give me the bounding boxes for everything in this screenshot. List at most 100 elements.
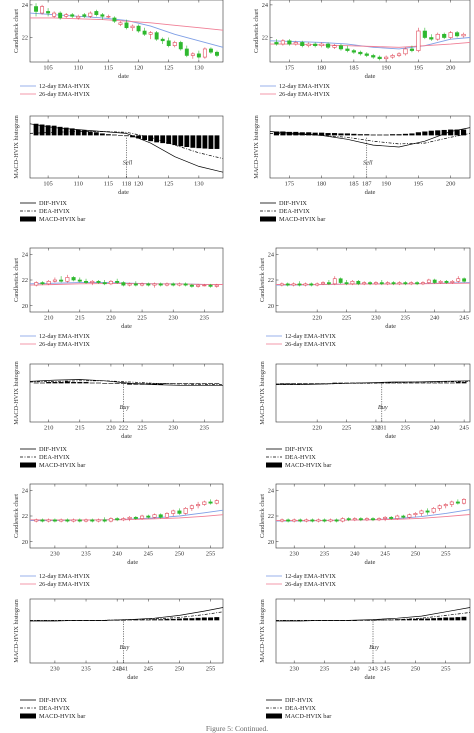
legend-dea-label: DEA-HVIX xyxy=(285,705,316,712)
macd-bar xyxy=(426,382,432,384)
macd-bar xyxy=(280,131,286,136)
candle-body xyxy=(76,16,81,19)
macd-bar xyxy=(438,382,443,384)
macd-bar xyxy=(89,382,95,384)
candle-body xyxy=(285,283,290,286)
candlestick-xtick-label: 240 xyxy=(112,551,121,558)
candle-body xyxy=(100,14,105,17)
ema26-line xyxy=(270,41,471,48)
candle-body xyxy=(450,280,455,283)
macd-bar xyxy=(291,383,296,384)
macd-bar xyxy=(312,132,318,136)
macd-bar xyxy=(145,619,151,621)
candle-body xyxy=(90,280,95,283)
legend-ema12-label: 12-day EMA-HVIX xyxy=(39,573,90,580)
legend-ema26-label: 26-day EMA-HVIX xyxy=(39,341,90,348)
candle-body xyxy=(82,14,87,17)
candle-body xyxy=(154,32,159,40)
candle-body xyxy=(202,501,207,505)
candlestick-xtick-label: 245 xyxy=(459,315,468,322)
candle-body xyxy=(345,48,350,51)
macd-xtick-label: 125 xyxy=(164,181,173,188)
dea-line xyxy=(269,133,471,145)
candle-body xyxy=(384,56,389,60)
candle-body xyxy=(462,278,467,282)
macd-bar xyxy=(402,382,408,384)
candle-body xyxy=(208,48,213,53)
macd-xtick-label: 200 xyxy=(446,181,455,188)
macd-xtick-label: 240 xyxy=(112,666,121,673)
macd-histogram-middle-left: MACD-HVIX histogram Buy 210 215 220 222 225 230… xyxy=(13,361,224,469)
candle-body xyxy=(136,25,141,32)
macd-bar xyxy=(297,620,303,621)
macd-bar xyxy=(406,618,412,621)
macd-bar xyxy=(441,129,447,136)
candle-body xyxy=(115,518,120,521)
signal-label: Sell xyxy=(363,159,373,166)
macd-bar xyxy=(152,619,158,621)
ytick-label: 22 xyxy=(268,513,274,520)
candle-body xyxy=(77,519,82,522)
candle-body xyxy=(133,283,138,286)
candle-body xyxy=(461,33,466,37)
candlestick-xtick-label: 225 xyxy=(137,315,146,322)
candle-body xyxy=(108,280,113,285)
candle-body xyxy=(70,14,75,17)
candlestick-xtick-label: 190 xyxy=(381,65,390,72)
macd-bar xyxy=(87,131,93,136)
candle-body xyxy=(403,48,408,55)
candle-body xyxy=(310,519,315,522)
candle-body xyxy=(52,12,57,17)
macd-xtick-label: 118 xyxy=(122,181,131,188)
candle-body xyxy=(133,516,138,519)
signal-label: Buy xyxy=(119,404,129,411)
macd-bar xyxy=(383,134,389,136)
macd-xtick-label: 235 xyxy=(200,425,209,432)
candle-body xyxy=(215,51,219,56)
macd-bar xyxy=(33,382,39,384)
candlestick-xlabel: date xyxy=(385,323,396,330)
dea-line xyxy=(276,612,471,621)
macd-xtick-label: 110 xyxy=(74,181,83,188)
macd-bar xyxy=(402,133,409,136)
candlestick-xtick-label: 180 xyxy=(317,65,326,72)
macd-bar xyxy=(413,618,418,621)
dif-line xyxy=(29,123,224,173)
macd-xtick-label: 225 xyxy=(137,425,146,432)
candle-body xyxy=(338,278,343,283)
candle-body xyxy=(364,53,369,56)
signal-label: Buy xyxy=(378,404,388,411)
candlestick-xtick-label: 255 xyxy=(206,551,215,558)
candle-body xyxy=(356,280,361,285)
legend-ema26-label: 26-day EMA-HVIX xyxy=(39,91,90,98)
ytick-label: 24 xyxy=(268,252,275,259)
legend-dea-label: DEA-HVIX xyxy=(285,454,316,461)
candle-body xyxy=(189,284,194,287)
macd-bar xyxy=(208,383,214,384)
legend-ema12-label: 12-day EMA-HVIX xyxy=(39,83,90,90)
candle-body xyxy=(190,53,195,56)
macd-ylabel: MACD-HVIX histogram xyxy=(253,115,260,179)
macd-bar xyxy=(444,382,449,384)
macd-xtick-label: 187 xyxy=(362,181,371,188)
candlestick-xtick-label: 250 xyxy=(411,551,420,558)
candle-body xyxy=(461,499,466,504)
signal-label: Buy xyxy=(119,644,129,651)
macd-bar xyxy=(112,134,117,136)
candle-body xyxy=(448,32,453,38)
macd-bar xyxy=(437,617,443,621)
candle-body xyxy=(306,43,311,46)
candle-body xyxy=(127,283,132,286)
candle-body xyxy=(286,519,291,522)
ytick-label: 20 xyxy=(268,539,274,546)
candle-body xyxy=(146,515,151,518)
candle-body xyxy=(214,500,219,504)
macd-bar xyxy=(127,383,133,385)
macd-bar xyxy=(33,123,39,136)
candlestick-chart-frame xyxy=(29,483,224,549)
macd-histogram-top-right: MACD-HVIX histogram Sell 175 180 185 187 190 19… xyxy=(253,115,471,223)
candle-body xyxy=(40,282,45,285)
